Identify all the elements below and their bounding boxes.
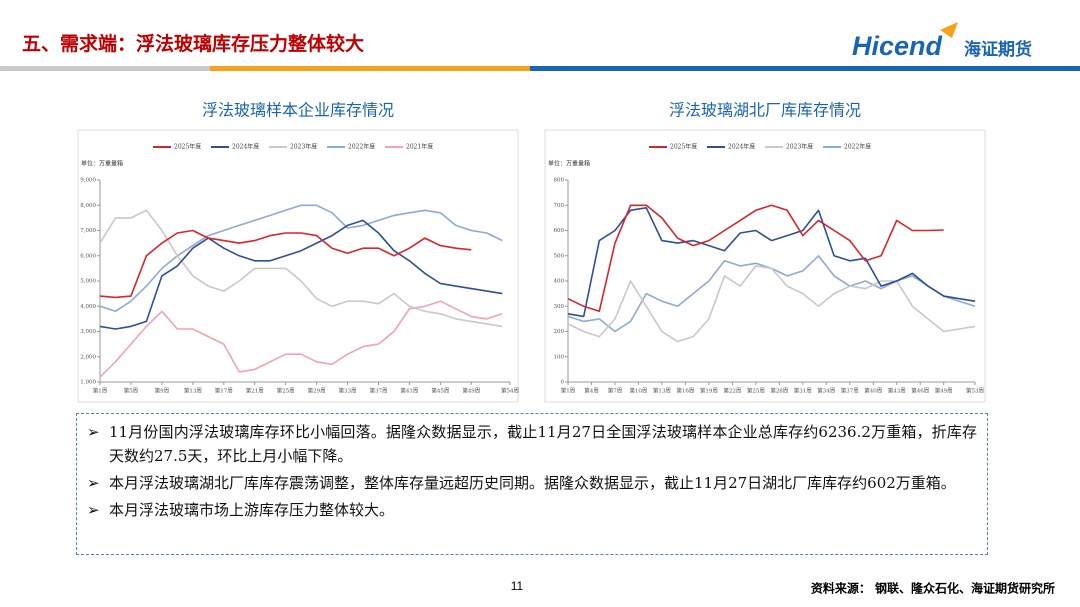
logo-mark bbox=[940, 22, 958, 38]
y-tick-label: 9,000 bbox=[80, 178, 96, 184]
x-tick-label: 第1周 bbox=[561, 387, 576, 395]
unit-label: 单位：万重量箱 bbox=[81, 160, 123, 168]
x-tick-label: 第31周 bbox=[794, 387, 812, 395]
x-tick-label: 第13周 bbox=[184, 387, 202, 395]
y-tick-label: 7,000 bbox=[80, 228, 96, 234]
bullet-text: 本月浮法玻璃湖北厂库库存震荡调整，整体库存量远超历史同期。据隆众数据显示，截止1… bbox=[109, 474, 956, 492]
x-tick-label: 第45周 bbox=[431, 387, 449, 395]
legend-label: 2022年度 bbox=[844, 143, 871, 151]
x-tick-label: 第41周 bbox=[400, 387, 418, 395]
page-number: 11 bbox=[511, 579, 524, 593]
y-tick-label: 600 bbox=[554, 228, 565, 234]
series-line bbox=[567, 265, 976, 343]
series-line bbox=[567, 207, 976, 318]
bullet-text: 本月浮法玻璃市场上游库存压力整体较大。 bbox=[109, 501, 395, 519]
x-tick-label: 第34周 bbox=[817, 387, 835, 395]
y-tick-label: 400 bbox=[554, 279, 565, 285]
bullet-box: ➢ 11月份国内浮法玻璃库存环比小幅回落。据隆众数据显示，截止11月27日全国浮法… bbox=[76, 413, 988, 555]
y-tick-label: 6,000 bbox=[80, 253, 96, 259]
bullet: ➢ 本月浮法玻璃湖北厂库库存震荡调整，整体库存量远超历史同期。据隆众数据显示，截止… bbox=[87, 471, 977, 495]
y-tick-label: 2,000 bbox=[80, 354, 96, 360]
legend-label: 2024年度 bbox=[728, 143, 755, 151]
legend-label: 2025年度 bbox=[174, 143, 201, 151]
y-tick-label: 500 bbox=[554, 253, 565, 259]
x-tick-label: 第46周 bbox=[911, 387, 929, 395]
bullet-marker: ➢ bbox=[87, 501, 100, 519]
series-line bbox=[99, 300, 503, 378]
y-tick-label: 700 bbox=[554, 203, 565, 209]
unit-label: 单位：万重量箱 bbox=[548, 160, 590, 168]
x-tick-label: 第28周 bbox=[770, 387, 788, 395]
x-tick-label: 第10周 bbox=[629, 387, 647, 395]
x-tick-label: 第16周 bbox=[676, 387, 694, 395]
y-tick-label: 3,000 bbox=[80, 329, 96, 335]
band bbox=[210, 66, 530, 71]
x-tick-label: 第25周 bbox=[277, 387, 295, 395]
x-tick-label: 第33周 bbox=[339, 387, 357, 395]
slide-title: 五、需求端：浮法玻璃库存压力整体较大 bbox=[22, 32, 364, 55]
series-line bbox=[99, 219, 503, 330]
legend-label: 2021年度 bbox=[406, 143, 433, 151]
x-tick-label: 第19周 bbox=[700, 387, 718, 395]
series-line bbox=[99, 204, 503, 313]
x-tick-label: 第40周 bbox=[864, 387, 882, 395]
chart-title: 浮法玻璃样本企业库存情况 bbox=[202, 101, 394, 120]
bullet-text: 11月份国内浮法玻璃库存环比小幅回落。据隆众数据显示，截止11月27日全国浮法玻… bbox=[109, 423, 977, 465]
bullet-marker: ➢ bbox=[87, 423, 100, 441]
chart-frame bbox=[77, 129, 519, 403]
bullet-marker: ➢ bbox=[87, 474, 100, 492]
series-line bbox=[567, 204, 944, 313]
legend-label: 2023年度 bbox=[786, 143, 813, 151]
x-tick-label: 第37周 bbox=[841, 387, 859, 395]
y-tick-label: 100 bbox=[554, 354, 565, 360]
x-tick-label: 第21周 bbox=[246, 387, 264, 395]
x-tick-label: 第53周 bbox=[966, 387, 984, 395]
y-tick-label: 800 bbox=[554, 178, 565, 184]
x-tick-label: 第7周 bbox=[608, 387, 623, 395]
y-tick-label: 200 bbox=[554, 329, 565, 335]
x-tick-label: 第13周 bbox=[653, 387, 671, 395]
x-tick-label: 第4周 bbox=[584, 387, 599, 395]
legend-label: 2023年度 bbox=[290, 143, 317, 151]
x-tick-label: 第37周 bbox=[369, 387, 387, 395]
x-tick-label: 第1周 bbox=[93, 387, 108, 395]
y-tick-label: 0 bbox=[561, 380, 565, 386]
x-tick-label: 第22周 bbox=[723, 387, 741, 395]
band bbox=[0, 66, 210, 71]
chart-title: 浮法玻璃湖北厂库库存情况 bbox=[669, 101, 861, 120]
bullet: ➢ 11月份国内浮法玻璃库存环比小幅回落。据隆众数据显示，截止11月27日全国浮法… bbox=[87, 420, 977, 468]
logo-company: 海证期货 bbox=[964, 39, 1032, 60]
x-tick-label: 第49周 bbox=[462, 387, 480, 395]
x-tick-label: 第17周 bbox=[215, 387, 233, 395]
x-tick-label: 第54周 bbox=[501, 387, 519, 395]
legend-label: 2025年度 bbox=[670, 143, 697, 151]
x-tick-label: 第49周 bbox=[935, 387, 953, 395]
y-tick-label: 5,000 bbox=[80, 279, 96, 285]
legend-label: 2024年度 bbox=[232, 143, 259, 151]
x-tick-label: 第43周 bbox=[888, 387, 906, 395]
band bbox=[530, 66, 1080, 71]
y-tick-label: 300 bbox=[554, 304, 565, 310]
series-line bbox=[99, 229, 472, 299]
logo-brand: Hicend bbox=[852, 31, 943, 61]
x-tick-label: 第9周 bbox=[155, 387, 170, 395]
legend-label: 2022年度 bbox=[348, 143, 375, 151]
y-tick-label: 4,000 bbox=[80, 304, 96, 310]
y-tick-label: 8,000 bbox=[80, 203, 96, 209]
bullet: ➢ 本月浮法玻璃市场上游库存压力整体较大。 bbox=[87, 498, 977, 522]
x-tick-label: 第25周 bbox=[747, 387, 765, 395]
source: 资料来源： 钢联、隆众石化、海证期货研究所 bbox=[811, 581, 1055, 596]
x-tick-label: 第5周 bbox=[124, 387, 139, 395]
y-tick-label: 1,000 bbox=[80, 380, 96, 386]
x-tick-label: 第29周 bbox=[308, 387, 326, 395]
